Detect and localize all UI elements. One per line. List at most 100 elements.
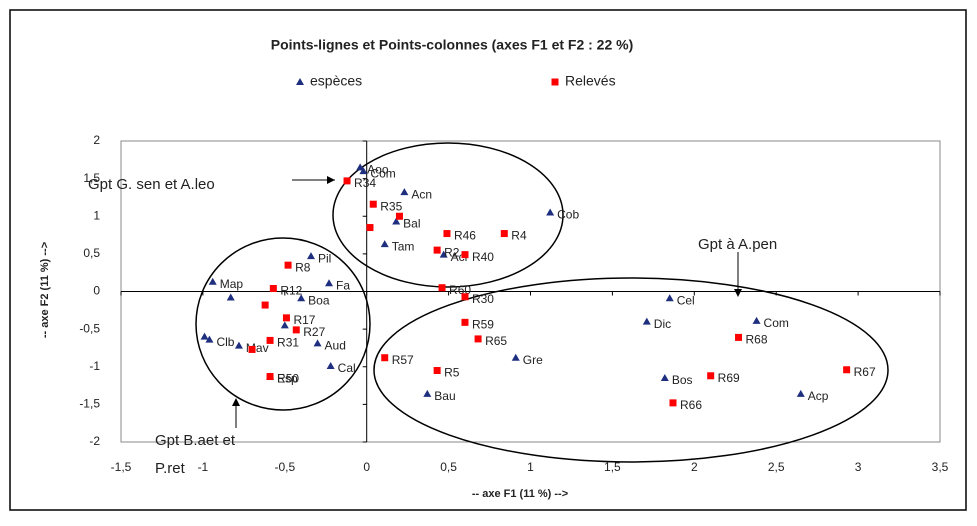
point xyxy=(234,341,243,349)
point-label: R2 xyxy=(444,245,460,259)
point-label: R12 xyxy=(280,284,302,298)
point xyxy=(369,200,377,208)
point-label: Acn xyxy=(411,187,432,201)
point-label: Cel xyxy=(677,293,695,307)
point xyxy=(381,354,389,362)
point xyxy=(392,217,401,225)
x-tick-label: -1,5 xyxy=(111,460,132,474)
arrow-head xyxy=(327,176,335,184)
point xyxy=(707,372,715,380)
point xyxy=(359,167,368,175)
point xyxy=(395,212,403,220)
point xyxy=(380,240,389,248)
chart-border xyxy=(9,9,967,511)
x-tick-label: -1 xyxy=(198,460,209,474)
point-label: R68 xyxy=(746,333,768,347)
point xyxy=(261,301,269,309)
point-label: Com xyxy=(764,316,789,330)
arrow-head xyxy=(232,398,240,406)
point-label: R35 xyxy=(380,199,402,213)
point-label: R30 xyxy=(472,292,494,306)
point xyxy=(282,314,290,322)
point xyxy=(438,284,446,292)
x-tick-label: 1 xyxy=(527,460,534,474)
chart-title: Points-lignes et Points-colonnes (axes F… xyxy=(271,37,634,53)
point-label: R67 xyxy=(854,365,876,379)
point xyxy=(546,208,555,216)
point-label: R5 xyxy=(444,366,460,380)
point xyxy=(511,353,520,361)
y-tick-label: -1,5 xyxy=(79,397,100,411)
point xyxy=(642,317,651,325)
point-label: Fa xyxy=(336,278,350,292)
point-label: Acp xyxy=(808,389,829,403)
point xyxy=(423,389,432,397)
x-tick-label: 1,5 xyxy=(604,460,621,474)
y-tick-label: -1 xyxy=(89,359,100,373)
point xyxy=(313,339,322,347)
point xyxy=(307,252,316,260)
point-label: R69 xyxy=(718,371,740,385)
group-ellipse xyxy=(195,237,371,411)
point xyxy=(205,335,214,343)
x-tick-label: 3 xyxy=(855,460,862,474)
point-label: Com xyxy=(370,166,395,180)
point xyxy=(669,399,677,407)
point xyxy=(752,316,761,324)
point xyxy=(292,326,300,334)
point xyxy=(660,374,669,382)
point-label: R34 xyxy=(354,176,376,190)
point xyxy=(343,177,351,185)
point xyxy=(284,261,292,269)
point-label: R31 xyxy=(277,336,299,350)
point xyxy=(665,294,674,302)
x-tick-label: 2 xyxy=(691,460,698,474)
point-label: Bal xyxy=(403,217,420,231)
y-tick-label: 1 xyxy=(93,208,100,222)
point-label: Map xyxy=(220,277,244,291)
group-ellipse xyxy=(332,142,564,288)
x-tick-label: 2,5 xyxy=(768,460,785,474)
annotation: P.ret xyxy=(155,460,186,477)
point xyxy=(269,284,277,292)
point-label: Cal xyxy=(338,361,356,375)
legend-marker xyxy=(296,78,304,85)
point-label: R46 xyxy=(454,229,476,243)
annotation: Gpt à A.pen xyxy=(698,236,777,253)
point xyxy=(500,230,508,238)
point-label: Boa xyxy=(308,293,330,307)
point xyxy=(433,246,441,254)
point-label: R40 xyxy=(472,250,494,264)
point xyxy=(461,251,469,259)
point xyxy=(735,333,743,341)
point xyxy=(325,279,334,287)
point-label: Cob xyxy=(557,208,579,222)
point-label: R27 xyxy=(303,325,325,339)
y-tick-label: 0,5 xyxy=(83,246,100,260)
point-label: Gre xyxy=(523,353,543,367)
point-label: Bos xyxy=(672,373,693,387)
point xyxy=(439,250,448,258)
legend-label: Relevés xyxy=(565,73,616,89)
x-tick-label: 0 xyxy=(363,460,370,474)
point xyxy=(356,163,365,171)
point xyxy=(266,373,274,381)
x-axis-label: -- axe F1 (11 %) --> xyxy=(472,488,568,500)
y-tick-label: 2 xyxy=(93,133,100,147)
point-label: R17 xyxy=(293,313,315,327)
y-tick-label: -0,5 xyxy=(79,321,100,335)
point-label: Aud xyxy=(325,339,346,353)
point xyxy=(461,318,469,326)
point-label: R4 xyxy=(511,229,527,243)
point xyxy=(843,366,851,374)
point xyxy=(248,345,256,353)
point-label: R57 xyxy=(392,353,414,367)
x-tick-label: 3,5 xyxy=(932,460,949,474)
point xyxy=(280,321,289,329)
point-label: R8 xyxy=(295,260,311,274)
legend-marker xyxy=(551,78,559,86)
point-label: R66 xyxy=(680,398,702,412)
point-label: Esp xyxy=(277,372,298,386)
point-label: Clb xyxy=(216,335,234,349)
